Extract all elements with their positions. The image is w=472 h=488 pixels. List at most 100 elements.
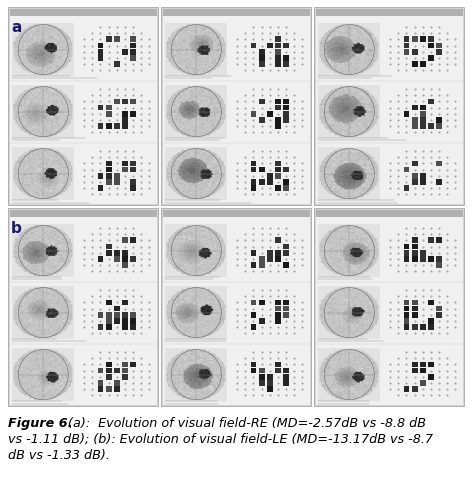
Bar <box>114 257 120 262</box>
Bar <box>283 368 289 374</box>
Bar <box>436 118 442 123</box>
Bar <box>275 50 281 56</box>
Bar <box>420 174 426 179</box>
Bar <box>404 257 409 262</box>
Bar <box>114 124 120 130</box>
Bar <box>114 368 120 374</box>
Bar <box>428 257 434 262</box>
Bar <box>428 362 434 367</box>
Bar <box>98 368 103 374</box>
Bar <box>420 38 426 43</box>
Text: b: b <box>11 221 22 236</box>
Bar <box>98 386 103 392</box>
Bar <box>275 118 281 123</box>
Bar <box>420 381 426 386</box>
Bar <box>428 300 434 305</box>
Bar <box>122 167 128 173</box>
Bar <box>283 180 289 185</box>
Bar <box>251 250 256 256</box>
Bar <box>9 210 157 405</box>
Bar <box>106 312 111 318</box>
Bar <box>106 124 111 130</box>
Bar <box>436 263 442 268</box>
Bar <box>162 210 310 405</box>
Bar <box>122 257 128 262</box>
Bar <box>283 105 289 111</box>
Bar <box>436 180 442 185</box>
Bar <box>259 374 264 380</box>
Bar <box>404 250 409 256</box>
Bar <box>404 43 409 49</box>
Text: dB vs -1.33 dB).: dB vs -1.33 dB). <box>8 448 110 461</box>
Bar <box>420 118 426 123</box>
Bar <box>114 180 120 185</box>
Bar <box>98 43 103 49</box>
Bar <box>106 112 111 118</box>
Bar <box>412 105 418 111</box>
Bar <box>428 238 434 244</box>
Bar <box>283 62 289 68</box>
Bar <box>122 362 128 367</box>
Bar <box>259 118 264 123</box>
Bar <box>283 186 289 192</box>
Bar <box>259 100 264 105</box>
Bar <box>275 257 281 262</box>
Bar <box>106 362 111 367</box>
Bar <box>130 325 136 330</box>
Bar <box>404 50 409 56</box>
Bar <box>283 250 289 256</box>
Bar <box>98 257 103 262</box>
Bar <box>251 312 256 318</box>
Bar <box>259 62 264 68</box>
Bar <box>114 38 120 43</box>
Bar <box>98 124 103 130</box>
Bar <box>315 210 463 405</box>
Bar <box>122 112 128 118</box>
Bar <box>267 180 273 185</box>
Bar <box>267 250 273 256</box>
Bar <box>130 180 136 185</box>
Bar <box>98 381 103 386</box>
Bar <box>122 319 128 324</box>
Bar <box>428 124 434 130</box>
Text: (a):  Evolution of visual field-RE (MD=-2.57dB vs -8.8 dB: (a): Evolution of visual field-RE (MD=-2… <box>60 416 426 429</box>
Bar <box>412 180 418 185</box>
Bar <box>275 56 281 61</box>
Bar <box>412 325 418 330</box>
Bar <box>412 386 418 392</box>
Bar <box>130 112 136 118</box>
Bar <box>130 50 136 56</box>
Bar <box>412 38 418 43</box>
Bar <box>420 257 426 262</box>
Bar <box>404 312 409 318</box>
Bar <box>251 180 256 185</box>
Bar <box>114 386 120 392</box>
Bar <box>436 161 442 167</box>
Bar <box>122 100 128 105</box>
Bar <box>412 306 418 312</box>
Bar <box>283 118 289 123</box>
Bar <box>420 124 426 130</box>
Bar <box>114 62 120 68</box>
Bar <box>404 386 409 392</box>
Bar <box>251 368 256 374</box>
Bar <box>251 362 256 367</box>
Bar <box>251 167 256 173</box>
Bar <box>259 368 264 374</box>
Bar <box>436 43 442 49</box>
Bar <box>275 319 281 324</box>
Bar <box>122 161 128 167</box>
Bar <box>267 257 273 262</box>
Bar <box>404 319 409 324</box>
Bar <box>275 105 281 111</box>
Bar <box>162 210 310 218</box>
Bar <box>420 180 426 185</box>
Bar <box>259 167 264 173</box>
Bar <box>122 263 128 268</box>
Bar <box>420 325 426 330</box>
Bar <box>283 300 289 305</box>
Bar <box>436 238 442 244</box>
Bar <box>436 124 442 130</box>
Bar <box>428 325 434 330</box>
Bar <box>98 186 103 192</box>
